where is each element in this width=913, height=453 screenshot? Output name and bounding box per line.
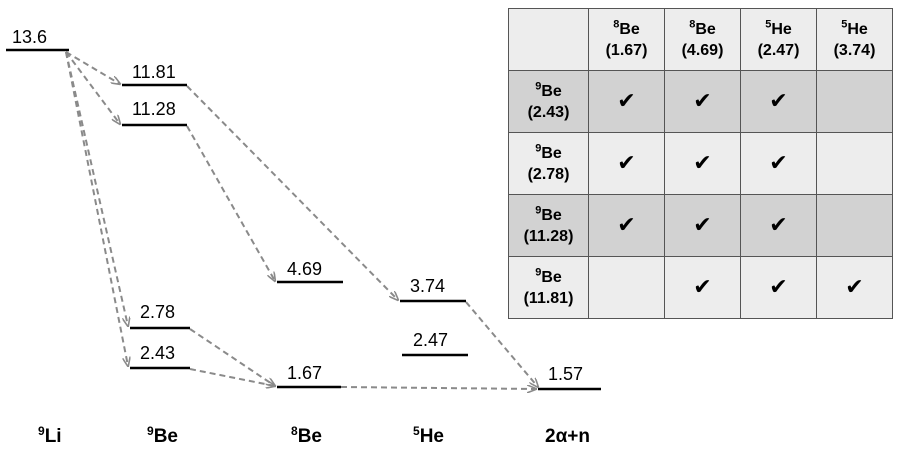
- table-cell: ✔: [664, 194, 741, 257]
- level-label-4.69: 4.69: [287, 259, 322, 279]
- level-label-13.6: 13.6: [12, 27, 47, 47]
- table-row-header: 9Be (2.78): [508, 132, 589, 195]
- arrow-li9-to-be9-2.43: [65, 51, 128, 366]
- nucleus-label-be9: 9Be: [147, 424, 178, 447]
- table-row: 9Be (11.28) ✔ ✔ ✔: [508, 194, 893, 257]
- table-cell: ✔: [816, 256, 893, 319]
- arrow-li9-to-be9-11.28: [65, 51, 120, 124]
- table-cell: ✔: [740, 132, 817, 195]
- level-label-2.47: 2.47: [413, 330, 448, 350]
- table-cell: [588, 256, 665, 319]
- table-cell: ✔: [588, 70, 665, 133]
- table-cell: ✔: [740, 256, 817, 319]
- table-row-header: 9Be (11.81): [508, 256, 589, 319]
- arrow-be9-2.78-to-be8-1.67: [189, 328, 275, 386]
- level-label-11.81: 11.81: [132, 62, 176, 82]
- arrow-be9-2.43-to-be8-1.67: [189, 368, 275, 386]
- level-label-11.28: 11.28: [132, 99, 176, 119]
- table-cell: ✔: [664, 132, 741, 195]
- arrow-be9-11.28-to-be8-4.69: [186, 125, 275, 281]
- arrow-li9-to-be9-11.81: [65, 51, 120, 84]
- table-corner-cell: [508, 8, 589, 71]
- level-label-1.57: 1.57: [548, 364, 583, 384]
- table-col-header: 5He (2.47): [740, 8, 817, 71]
- table-cell: ✔: [588, 194, 665, 257]
- table-cell: ✔: [664, 256, 741, 319]
- level-label-3.74: 3.74: [410, 276, 445, 296]
- level-label-2.78: 2.78: [140, 302, 175, 322]
- table-col-header: 5He (3.74): [816, 8, 893, 71]
- nucleus-label-he5: 5He: [413, 424, 444, 447]
- arrow-be9-11.81-to-he5-3.74: [186, 85, 398, 300]
- arrow-he5-3.74-to-final: [465, 301, 538, 387]
- table-cell: ✔: [664, 70, 741, 133]
- table-cell: [816, 194, 893, 257]
- table-cell: ✔: [740, 194, 817, 257]
- table-cell: [816, 70, 893, 133]
- table-row: 9Be (2.43) ✔ ✔ ✔: [508, 70, 893, 133]
- level-label-1.67: 1.67: [287, 363, 322, 383]
- level-label-2.43: 2.43: [140, 343, 175, 363]
- nucleus-label-be8: 8Be: [291, 424, 322, 447]
- arrow-be8-1.67-to-final: [340, 387, 536, 389]
- nucleus-label-final: 2α+n: [545, 426, 590, 447]
- table-row: 9Be (2.78) ✔ ✔ ✔: [508, 132, 893, 195]
- arrow-li9-to-be9-2.78: [65, 51, 128, 326]
- table-row-header: 9Be (2.43): [508, 70, 589, 133]
- table-row-header: 9Be (11.28): [508, 194, 589, 257]
- table-col-header: 8Be (4.69): [664, 8, 741, 71]
- decay-channel-table: 8Be (1.67) 8Be (4.69) 5He (2.47) 5He (3.74) …: [508, 8, 893, 319]
- table-cell: ✔: [740, 70, 817, 133]
- table-header-row: 8Be (1.67) 8Be (4.69) 5He (2.47) 5He (3.74): [508, 8, 893, 71]
- table-col-header: 8Be (1.67): [588, 8, 665, 71]
- nucleus-label-li9: 9Li: [38, 424, 62, 447]
- table-cell: [816, 132, 893, 195]
- table-row: 9Be (11.81) ✔ ✔ ✔: [508, 256, 893, 319]
- table-cell: ✔: [588, 132, 665, 195]
